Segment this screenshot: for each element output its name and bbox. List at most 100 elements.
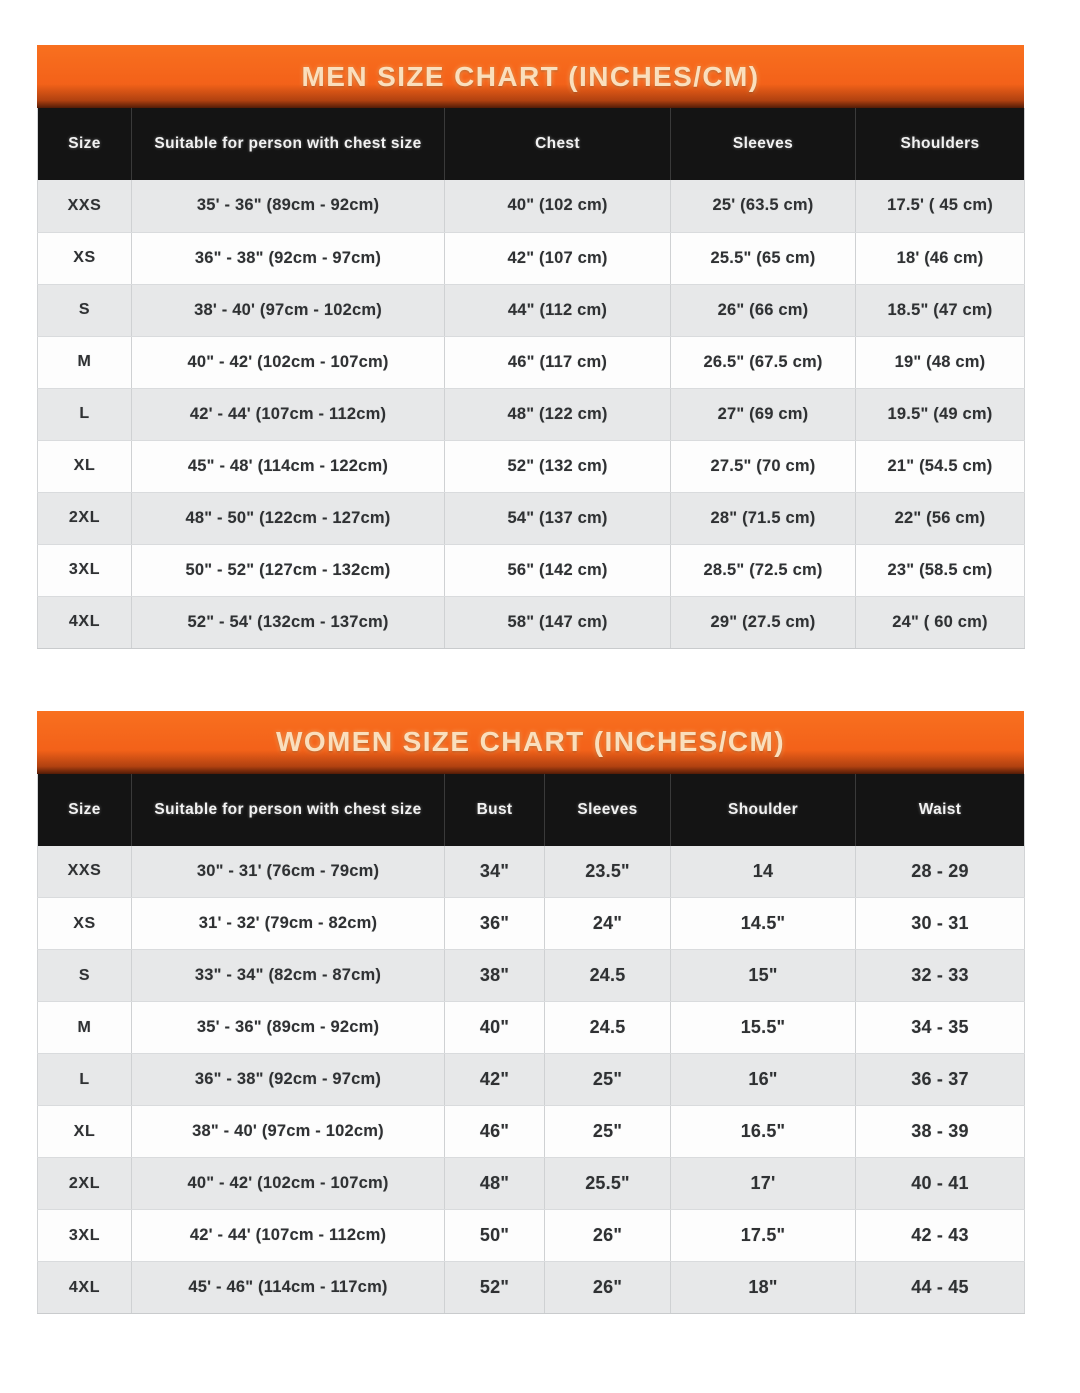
table-row: XXS 30" - 31' (76cm - 79cm) 34" 23.5" 14 28 -… <box>37 845 1025 898</box>
cell-sleeves: 29" (27.5 cm) <box>670 596 856 649</box>
cell-suitable-chest-size: 40" - 42' (102cm - 107cm) <box>131 336 445 389</box>
cell-sleeves: 26" <box>544 1261 671 1314</box>
women-table-body: XXS 30" - 31' (76cm - 79cm) 34" 23.5" 14 28 -… <box>37 845 1025 1314</box>
table-header-row: Size Suitable for person with chest size… <box>37 773 1025 846</box>
cell-size: L <box>37 1053 132 1106</box>
cell-chest: 40" (102 cm) <box>444 180 671 233</box>
table-row: 3XL 50" - 52" (127cm - 132cm) 56" (142 cm)… <box>37 544 1025 597</box>
table-row: S 38' - 40' (97cm - 102cm) 44" (112 cm) 26"… <box>37 284 1025 337</box>
cell-suitable-chest-size: 31' - 32' (79cm - 82cm) <box>131 897 445 950</box>
cell-waist: 30 - 31 <box>855 897 1025 950</box>
cell-bust: 46" <box>444 1105 545 1158</box>
table-row: 3XL 42' - 44' (107cm - 112cm) 50" 26" 17.5" 4… <box>37 1209 1025 1262</box>
cell-size: M <box>37 336 132 389</box>
cell-bust: 34" <box>444 845 545 898</box>
women-chart-title-bar: WOMEN SIZE CHART (INCHES/CM) <box>37 710 1024 774</box>
column-header-sleeves: Sleeves <box>670 108 856 180</box>
cell-bust: 42" <box>444 1053 545 1106</box>
column-header-shoulder: Shoulder <box>670 773 856 846</box>
table-row: L 42' - 44' (107cm - 112cm) 48" (122 cm) 27… <box>37 388 1025 441</box>
table-row: 4XL 52" - 54' (132cm - 137cm) 58" (147 cm)… <box>37 596 1025 649</box>
table-row: S 33" - 34" (82cm - 87cm) 38" 24.5 15" 32 - 3… <box>37 949 1025 1002</box>
men-chart-title: MEN SIZE CHART (INCHES/CM) <box>301 60 760 92</box>
cell-sleeves: 26.5" (67.5 cm) <box>670 336 856 389</box>
cell-sleeves: 24.5 <box>544 949 671 1002</box>
cell-bust: 50" <box>444 1209 545 1262</box>
cell-sleeves: 28.5" (72.5 cm) <box>670 544 856 597</box>
cell-sleeves: 27" (69 cm) <box>670 388 856 441</box>
cell-shoulder: 15" <box>670 949 856 1002</box>
cell-shoulder: 17' <box>670 1157 856 1210</box>
cell-size: XXS <box>37 180 132 233</box>
cell-suitable-chest-size: 42' - 44' (107cm - 112cm) <box>131 1209 445 1262</box>
cell-size: 4XL <box>37 1261 132 1314</box>
cell-bust: 40" <box>444 1001 545 1054</box>
cell-size: S <box>37 949 132 1002</box>
cell-shoulders: 24" ( 60 cm) <box>855 596 1025 649</box>
cell-size: 3XL <box>37 544 132 597</box>
cell-sleeves: 28" (71.5 cm) <box>670 492 856 545</box>
cell-size: 4XL <box>37 596 132 649</box>
cell-shoulder: 17.5" <box>670 1209 856 1262</box>
column-header-sleeves: Sleeves <box>544 773 671 846</box>
cell-chest: 54" (137 cm) <box>444 492 671 545</box>
table-row: XXS 35' - 36" (89cm - 92cm) 40" (102 cm) 25… <box>37 180 1025 233</box>
table-row: XS 36" - 38" (92cm - 97cm) 42" (107 cm) 25.… <box>37 232 1025 285</box>
column-header-shoulders: Shoulders <box>855 108 1025 180</box>
cell-sleeves: 25" <box>544 1053 671 1106</box>
men-table-header: Size Suitable for person with chest size… <box>37 108 1025 180</box>
table-row: 4XL 45' - 46" (114cm - 117cm) 52" 26" 18" 44 … <box>37 1261 1025 1314</box>
cell-size: 2XL <box>37 1157 132 1210</box>
cell-suitable-chest-size: 42' - 44' (107cm - 112cm) <box>131 388 445 441</box>
table-row: M 35' - 36" (89cm - 92cm) 40" 24.5 15.5" 34 -… <box>37 1001 1025 1054</box>
column-header-suitable: Suitable for person with chest size <box>131 108 445 180</box>
cell-suitable-chest-size: 38' - 40' (97cm - 102cm) <box>131 284 445 337</box>
cell-shoulder: 15.5" <box>670 1001 856 1054</box>
cell-size: 2XL <box>37 492 132 545</box>
column-header-bust: Bust <box>444 773 545 846</box>
cell-sleeves: 27.5" (70 cm) <box>670 440 856 493</box>
cell-shoulders: 22" (56 cm) <box>855 492 1025 545</box>
column-header-waist: Waist <box>855 773 1025 846</box>
table-row: 2XL 40" - 42' (102cm - 107cm) 48" 25.5" 17' 4… <box>37 1157 1025 1210</box>
cell-shoulders: 19.5" (49 cm) <box>855 388 1025 441</box>
cell-sleeves: 26" (66 cm) <box>670 284 856 337</box>
table-row: 2XL 48" - 50" (122cm - 127cm) 54" (137 cm)… <box>37 492 1025 545</box>
men-chart-title-bar: MEN SIZE CHART (INCHES/CM) <box>37 45 1024 108</box>
cell-sleeves: 25.5" (65 cm) <box>670 232 856 285</box>
cell-suitable-chest-size: 33" - 34" (82cm - 87cm) <box>131 949 445 1002</box>
cell-sleeves: 24.5 <box>544 1001 671 1054</box>
cell-shoulders: 17.5' ( 45 cm) <box>855 180 1025 233</box>
cell-suitable-chest-size: 35' - 36" (89cm - 92cm) <box>131 180 445 233</box>
cell-bust: 36" <box>444 897 545 950</box>
cell-bust: 48" <box>444 1157 545 1210</box>
cell-sleeves: 25.5" <box>544 1157 671 1210</box>
women-table-header: Size Suitable for person with chest size… <box>37 773 1025 846</box>
table-row: XL 45" - 48' (114cm - 122cm) 52" (132 cm) 2… <box>37 440 1025 493</box>
cell-size: S <box>37 284 132 337</box>
table-row: XS 31' - 32' (79cm - 82cm) 36" 24" 14.5" 30 -… <box>37 897 1025 950</box>
women-chart-title: WOMEN SIZE CHART (INCHES/CM) <box>276 726 785 757</box>
cell-shoulders: 23" (58.5 cm) <box>855 544 1025 597</box>
cell-waist: 42 - 43 <box>855 1209 1025 1262</box>
women-size-chart-block: WOMEN SIZE CHART (INCHES/CM) Size Suitab… <box>37 710 1025 1314</box>
men-table-body: XXS 35' - 36" (89cm - 92cm) 40" (102 cm) 25… <box>37 180 1025 649</box>
cell-sleeves: 25' (63.5 cm) <box>670 180 856 233</box>
cell-shoulder: 14 <box>670 845 856 898</box>
cell-chest: 48" (122 cm) <box>444 388 671 441</box>
cell-sleeves: 24" <box>544 897 671 950</box>
cell-waist: 36 - 37 <box>855 1053 1025 1106</box>
cell-shoulder: 14.5" <box>670 897 856 950</box>
cell-shoulders: 18' (46 cm) <box>855 232 1025 285</box>
table-header-row: Size Suitable for person with chest size… <box>37 108 1025 180</box>
cell-size: XXS <box>37 845 132 898</box>
cell-size: 3XL <box>37 1209 132 1262</box>
men-size-chart-block: MEN SIZE CHART (INCHES/CM) Size Suitable… <box>37 45 1025 649</box>
cell-chest: 44" (112 cm) <box>444 284 671 337</box>
cell-waist: 28 - 29 <box>855 845 1025 898</box>
cell-waist: 44 - 45 <box>855 1261 1025 1314</box>
cell-shoulders: 19" (48 cm) <box>855 336 1025 389</box>
cell-suitable-chest-size: 52" - 54' (132cm - 137cm) <box>131 596 445 649</box>
cell-suitable-chest-size: 35' - 36" (89cm - 92cm) <box>131 1001 445 1054</box>
